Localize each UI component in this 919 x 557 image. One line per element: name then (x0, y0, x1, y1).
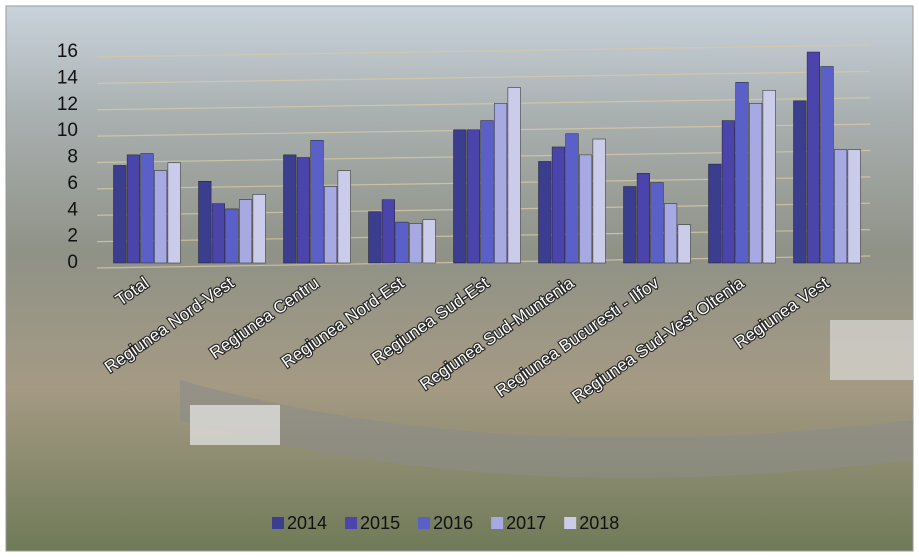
bar (494, 103, 507, 263)
bar (481, 121, 494, 263)
bar (297, 158, 310, 264)
legend-swatch (418, 517, 430, 529)
bar (539, 161, 552, 263)
bar (253, 194, 266, 263)
bar (848, 150, 861, 263)
y-tick-label: 16 (57, 41, 78, 62)
bar (821, 67, 834, 263)
y-tick-label: 14 (57, 67, 79, 88)
legend-label: 2015 (360, 513, 400, 533)
bar (409, 223, 422, 263)
bar (382, 200, 395, 263)
bar (664, 204, 677, 263)
y-tick-label: 6 (67, 173, 78, 194)
y-tick-label: 2 (67, 226, 78, 247)
bar (593, 139, 606, 263)
bar (722, 121, 735, 263)
bar (807, 52, 820, 263)
y-tick-label: 10 (57, 120, 78, 141)
bar (508, 88, 521, 263)
bar (454, 130, 467, 263)
bar (154, 171, 167, 263)
y-tick-label: 8 (67, 147, 78, 168)
bar (311, 140, 324, 263)
bar (338, 171, 351, 263)
legend-label: 2016 (433, 513, 473, 533)
bar (678, 225, 691, 263)
bar (396, 222, 409, 263)
bar (168, 163, 181, 263)
bar (127, 155, 140, 263)
bar (369, 212, 382, 263)
bar (763, 90, 776, 263)
legend-swatch (491, 517, 503, 529)
y-tick-label: 4 (67, 199, 78, 220)
y-tick-label: 0 (67, 252, 78, 273)
bar (324, 187, 337, 263)
legend-swatch (272, 517, 284, 529)
bar (212, 204, 225, 263)
bar (749, 103, 762, 263)
bar (709, 164, 722, 263)
bar (552, 147, 565, 263)
legend-swatch (564, 517, 576, 529)
legend-swatch (345, 517, 357, 529)
bar (114, 165, 127, 263)
y-tick-label: 12 (57, 94, 78, 115)
bar (736, 82, 749, 263)
bar (579, 155, 592, 263)
legend-label: 2014 (287, 513, 327, 533)
bar (423, 219, 436, 263)
bar (566, 134, 579, 263)
bar (239, 200, 252, 263)
bar (834, 150, 847, 263)
bar (794, 101, 807, 263)
bar (637, 173, 650, 263)
bar (651, 183, 664, 263)
building (830, 320, 913, 380)
legend-label: 2017 (506, 513, 546, 533)
bar (226, 209, 239, 263)
chart: 0246810121416TotalRegiunea Nord-VestRegi… (0, 0, 919, 557)
building (190, 405, 280, 445)
legend-label: 2018 (579, 513, 619, 533)
bar (141, 154, 154, 263)
bar (467, 130, 480, 263)
bar (624, 187, 637, 263)
bar (284, 155, 297, 263)
bar (199, 181, 212, 263)
